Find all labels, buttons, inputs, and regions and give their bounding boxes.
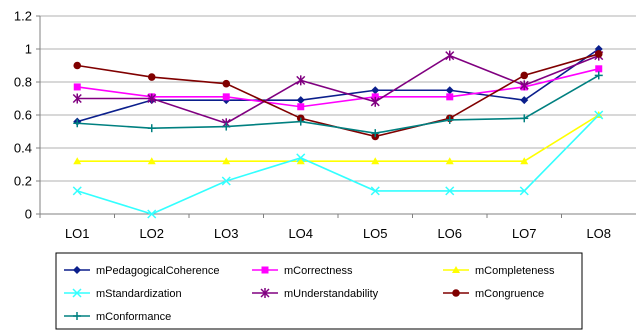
data-point: [520, 96, 529, 105]
data-point: [72, 93, 82, 104]
legend-marker: [261, 266, 269, 274]
legend-item: mConformance: [64, 311, 171, 323]
data-point: [147, 93, 157, 104]
y-tick-label: 0.2: [14, 174, 32, 189]
data-point: [520, 114, 529, 123]
legend-item: mCompleteness: [443, 265, 555, 277]
data-point: [371, 129, 380, 138]
legend-marker: [452, 289, 460, 297]
legend-item: mUnderstandability: [252, 288, 379, 300]
data-point: [371, 157, 380, 165]
x-tick-label: LO4: [288, 226, 313, 241]
data-point: [73, 61, 82, 70]
x-tick-label: LO3: [214, 226, 239, 241]
y-tick-label: 0.8: [14, 75, 32, 90]
data-point: [519, 80, 529, 91]
data-point: [296, 117, 305, 126]
series-line: [77, 114, 600, 162]
series-conformance: [73, 71, 603, 138]
data-point: [147, 157, 156, 165]
series-line: [77, 54, 600, 125]
x-tick-label: LO1: [65, 226, 90, 241]
y-tick-label: 0: [25, 207, 32, 222]
data-point: [445, 115, 454, 124]
legend: mPedagogicalCoherence mCorrectness mComple…: [55, 252, 583, 330]
data-point: [73, 119, 82, 128]
data-point: [445, 157, 454, 165]
x-axis-tick-labels: LO1 LO2 LO3 LO4 LO5 LO6 LO7 LO8: [65, 226, 611, 241]
legend-label: mPedagogicalCoherence: [96, 265, 220, 277]
data-point: [519, 186, 529, 196]
data-point: [445, 86, 454, 95]
data-point: [147, 209, 157, 219]
data-point: [296, 157, 305, 165]
legend-box: [55, 252, 583, 330]
series-line: [77, 74, 600, 134]
data-point: [222, 79, 231, 88]
legend-label: mConformance: [96, 311, 171, 323]
data-point: [221, 176, 231, 186]
series-line: [77, 68, 599, 108]
data-point: [371, 86, 380, 95]
y-tick-label: 0.4: [14, 141, 32, 156]
legend-marker: [452, 266, 460, 273]
data-point: [370, 96, 380, 107]
data-point: [370, 186, 380, 196]
x-tick-label: LO7: [512, 226, 537, 241]
legend-label: mStandardization: [96, 288, 182, 300]
legend-item: mPedagogicalCoherence: [64, 265, 220, 277]
y-axis-tick-labels: 0 0.2 0.4 0.6 0.8 1 1.2: [14, 9, 32, 222]
data-point: [594, 71, 603, 80]
data-point: [595, 65, 603, 73]
legend-label: mCorrectness: [284, 265, 353, 277]
legend-item: mStandardization: [64, 288, 182, 300]
data-point: [520, 71, 529, 80]
data-point: [296, 153, 306, 163]
series-line: [77, 114, 600, 215]
series-line: [77, 48, 600, 123]
data-point: [296, 75, 306, 86]
x-tick-label: LO6: [437, 226, 462, 241]
gridlines: [40, 15, 636, 182]
legend-marker: [260, 288, 270, 298]
data-point: [297, 103, 305, 111]
legend-label: mCompleteness: [475, 265, 555, 277]
data-point: [72, 186, 82, 196]
x-tick-label: LO2: [139, 226, 164, 241]
y-tick-label: 1.2: [14, 9, 32, 24]
data-point: [147, 124, 156, 133]
data-point: [445, 50, 455, 61]
legend-marker: [73, 266, 81, 274]
data-point: [296, 96, 305, 105]
legend-marker: [72, 288, 82, 298]
data-point: [222, 122, 231, 131]
series-standardization: [72, 110, 604, 219]
legend-item: mCongruence: [443, 288, 544, 300]
x-tick-label: LO8: [586, 226, 611, 241]
data-point: [446, 93, 454, 101]
legend-label: mUnderstandability: [284, 288, 379, 300]
data-point: [73, 157, 82, 165]
x-tick-label: LO5: [363, 226, 388, 241]
data-point: [73, 83, 81, 91]
data-point: [222, 93, 230, 101]
data-point: [520, 157, 529, 165]
legend-label: mCongruence: [475, 288, 544, 300]
axes: [36, 15, 636, 218]
data-point: [222, 157, 231, 165]
legend-marker: [73, 312, 81, 320]
data-point: [594, 110, 604, 120]
data-point: [445, 186, 455, 196]
y-tick-label: 1: [25, 42, 32, 57]
y-tick-label: 0.6: [14, 108, 32, 123]
data-point: [147, 73, 156, 81]
data-point: [594, 50, 603, 58]
legend-item: mCorrectness: [252, 265, 353, 277]
series-lines: [72, 45, 604, 219]
